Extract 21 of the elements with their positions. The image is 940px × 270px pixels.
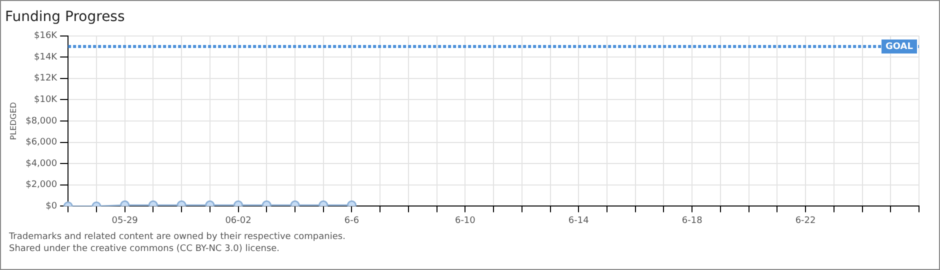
x-tick-label: 6-10 (454, 216, 476, 226)
y-axis-title: PLEDGED (8, 102, 18, 140)
chart-title: Funding Progress (5, 9, 125, 26)
x-tick-label: 6-18 (682, 216, 703, 226)
y-tick-label: $4,000 (26, 158, 58, 169)
y-tick-label: $8,000 (26, 116, 58, 126)
x-tick-label: 05-29 (112, 216, 138, 226)
y-tick-label: $12K (34, 74, 58, 84)
text: Trademarks and related content are owned by their respective companies. (9, 231, 346, 243)
x-tick-label: 6-14 (568, 216, 590, 226)
x-tick-label: 06-02 (225, 216, 252, 226)
y-tick-label: $2,000 (26, 180, 58, 190)
x-tick-label: 6-6 (344, 216, 360, 226)
y-tick-label: $0 (46, 202, 58, 212)
x-tick-label: 6-22 (795, 216, 816, 226)
y-tick-label: $10K (34, 95, 58, 106)
y-tick-label: $14K (34, 52, 58, 62)
y-tick-label: $16K (34, 31, 58, 42)
ref-line-label: GOAL (886, 42, 914, 52)
text: Shared under the creative commons (CC BY-NC 3.0) license. (9, 243, 281, 255)
y-tick-label: $6,000 (26, 138, 58, 148)
